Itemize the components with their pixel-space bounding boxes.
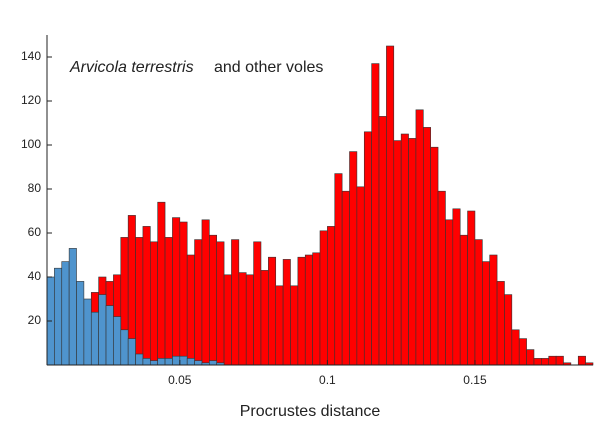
bar xyxy=(268,256,277,366)
bar xyxy=(386,45,395,366)
bar xyxy=(223,274,232,366)
bar xyxy=(260,270,269,366)
bar xyxy=(172,355,181,366)
bar xyxy=(209,234,218,366)
bar xyxy=(61,261,70,366)
bar xyxy=(356,186,365,366)
bar xyxy=(489,254,498,366)
y-tick-label: 120 xyxy=(21,93,41,107)
bar xyxy=(172,217,181,366)
bar xyxy=(400,133,409,366)
bar xyxy=(526,349,535,366)
bar xyxy=(496,281,505,366)
bar xyxy=(459,234,468,366)
bar xyxy=(209,360,218,366)
bar xyxy=(238,272,247,366)
bar xyxy=(393,140,402,366)
bar xyxy=(149,241,158,366)
bar xyxy=(304,254,313,366)
bar xyxy=(378,116,387,366)
bar xyxy=(437,190,446,366)
bar xyxy=(216,241,225,366)
annotation-species: Arvicola terrestris xyxy=(69,59,194,76)
bar xyxy=(142,358,151,366)
bar xyxy=(157,201,166,366)
bar xyxy=(76,281,85,366)
bar xyxy=(349,151,358,366)
bar xyxy=(135,237,144,366)
bar xyxy=(113,316,122,366)
x-tick-label: 0.1 xyxy=(319,373,336,387)
bar xyxy=(467,210,476,366)
bar xyxy=(83,298,92,366)
bar xyxy=(231,239,240,366)
bar xyxy=(90,311,99,366)
bar xyxy=(363,131,372,366)
bar xyxy=(54,267,63,366)
bar xyxy=(127,338,136,366)
bar xyxy=(518,338,527,366)
bar xyxy=(445,219,454,366)
bar xyxy=(422,127,431,366)
y-tick-label: 100 xyxy=(21,137,41,151)
bar xyxy=(98,294,107,366)
bar xyxy=(164,358,173,366)
bar xyxy=(341,190,350,366)
bar xyxy=(415,109,424,366)
bar xyxy=(282,259,291,366)
bar xyxy=(179,355,188,366)
bar xyxy=(555,355,564,366)
bar xyxy=(164,237,173,366)
bar xyxy=(149,360,158,366)
x-tick-label: 0.15 xyxy=(463,373,487,387)
bar xyxy=(541,358,550,366)
y-tick-label: 80 xyxy=(28,181,42,195)
bar xyxy=(474,239,483,366)
x-axis-label: Procrustes distance xyxy=(240,403,381,420)
bar xyxy=(408,138,417,366)
bar xyxy=(548,355,557,366)
bar xyxy=(334,173,343,366)
bar xyxy=(105,305,114,366)
bar xyxy=(201,219,210,366)
y-tick-label: 20 xyxy=(28,313,42,327)
bar xyxy=(533,358,542,366)
bar xyxy=(577,355,586,366)
y-tick-label: 40 xyxy=(28,269,42,283)
bar xyxy=(253,241,262,366)
bar xyxy=(452,208,461,366)
bar xyxy=(511,329,520,366)
bar xyxy=(68,248,77,366)
bar xyxy=(275,285,284,366)
bar xyxy=(186,358,195,366)
bar xyxy=(371,63,380,366)
bar xyxy=(157,358,166,366)
bar xyxy=(430,146,439,366)
bar xyxy=(142,226,151,366)
bar xyxy=(482,261,491,366)
bar xyxy=(312,252,321,366)
bar xyxy=(327,226,336,366)
annotation-text: and other voles xyxy=(214,59,323,76)
y-tick-label: 60 xyxy=(28,225,42,239)
bar xyxy=(290,285,299,366)
bar xyxy=(297,256,306,366)
x-tick-label: 0.05 xyxy=(168,373,192,387)
bar xyxy=(194,360,203,366)
bar xyxy=(179,221,188,366)
bar xyxy=(245,274,254,366)
bar xyxy=(194,239,203,366)
bar xyxy=(135,353,144,366)
bar xyxy=(186,254,195,366)
bar xyxy=(319,230,328,366)
bar xyxy=(120,329,129,366)
y-tick-label: 140 xyxy=(21,49,41,63)
bar xyxy=(504,294,513,366)
